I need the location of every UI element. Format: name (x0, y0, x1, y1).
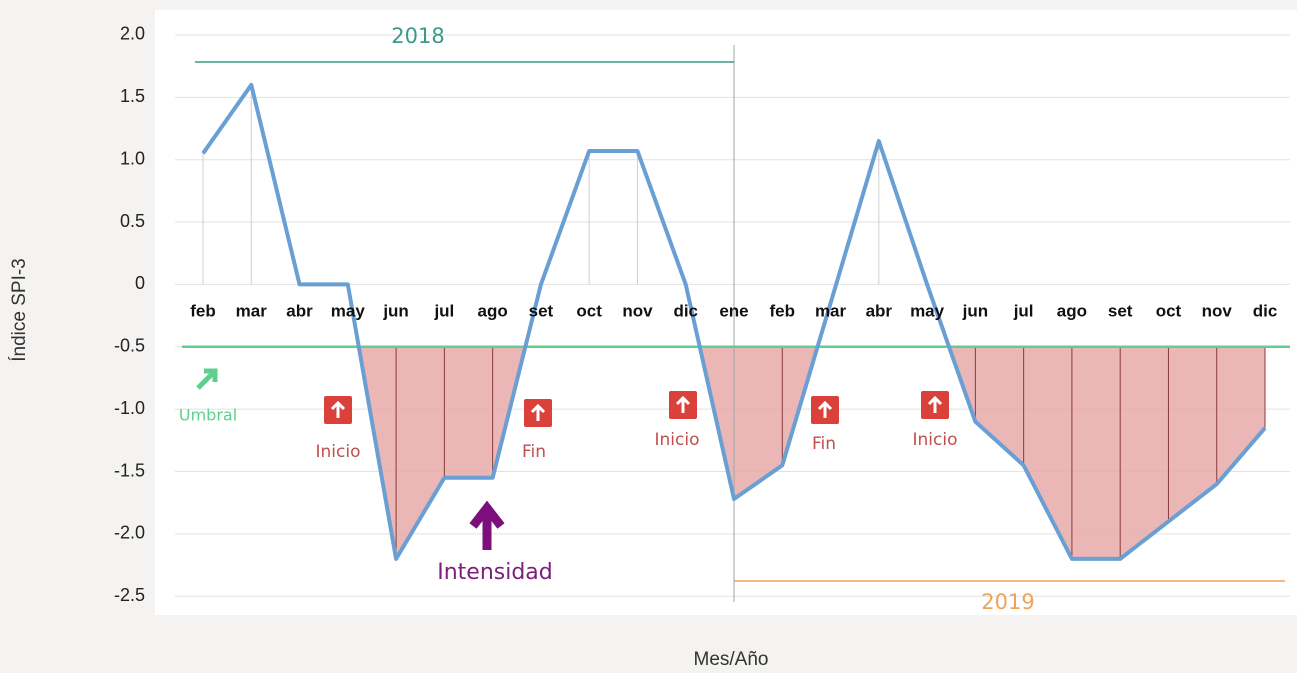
event-label: Fin (812, 434, 836, 454)
period-label: 2018 (391, 24, 444, 48)
y-tick-label: -1.5 (114, 460, 145, 480)
x-tick-label: feb (190, 301, 216, 320)
x-tick-label: oct (1156, 301, 1182, 320)
y-tick-label: 1.5 (120, 86, 145, 106)
x-tick-label: abr (866, 301, 893, 320)
y-axis-title: Índice SPI-3 (9, 258, 30, 362)
y-tick-label: -2.5 (114, 585, 145, 605)
x-tick-label: nov (1202, 301, 1233, 320)
event-label: Inicio (316, 442, 361, 462)
x-axis-title: Mes/Año (694, 649, 769, 670)
x-tick-label: dic (1253, 301, 1278, 320)
event-arrow (530, 403, 546, 421)
x-tick-label: feb (770, 301, 796, 320)
event-label: Fin (522, 442, 546, 462)
y-tick-label: -2.0 (114, 523, 145, 543)
x-tick-label: jun (962, 301, 989, 320)
event-label: Inicio (913, 430, 958, 450)
intensity-label: Intensidad (437, 560, 553, 585)
x-tick-label: set (1108, 301, 1133, 320)
x-tick-label: dic (673, 301, 698, 320)
x-tick-label: jul (433, 301, 454, 320)
drought-area (358, 346, 1265, 559)
x-tick-label: set (529, 301, 554, 320)
event-arrow (330, 400, 346, 418)
threshold-label: Umbral (179, 406, 237, 425)
x-tick-label: jun (382, 301, 409, 320)
period-label: 2019 (981, 590, 1034, 614)
line-series (201, 82, 1267, 561)
x-tick-label: may (910, 301, 945, 320)
y-tick-label: -1.0 (114, 398, 145, 418)
x-tick-label: nov (622, 301, 653, 320)
x-tick-label: may (331, 301, 366, 320)
y-tick-label: 2.0 (120, 24, 145, 44)
event-arrow (817, 400, 833, 418)
y-tick-label: 1.0 (120, 148, 145, 168)
x-tick-label: mar (815, 301, 847, 320)
y-tick-label: 0 (135, 273, 145, 293)
event-arrow (927, 395, 943, 413)
x-tick-label: ago (1057, 301, 1087, 320)
y-tick-label: 0.5 (120, 211, 145, 231)
x-tick-label: oct (576, 301, 602, 320)
x-tick-label: mar (236, 301, 268, 320)
intensity-arrow (469, 500, 505, 550)
x-tick-label: jul (1013, 301, 1034, 320)
event-label: Inicio (655, 430, 700, 450)
event-arrow (675, 395, 691, 413)
x-tick-label: ago (478, 301, 508, 320)
y-tick-label: -0.5 (114, 336, 145, 356)
x-tick-label: abr (286, 301, 313, 320)
x-tick-label: ene (719, 301, 748, 320)
threshold-arrow (196, 368, 218, 390)
